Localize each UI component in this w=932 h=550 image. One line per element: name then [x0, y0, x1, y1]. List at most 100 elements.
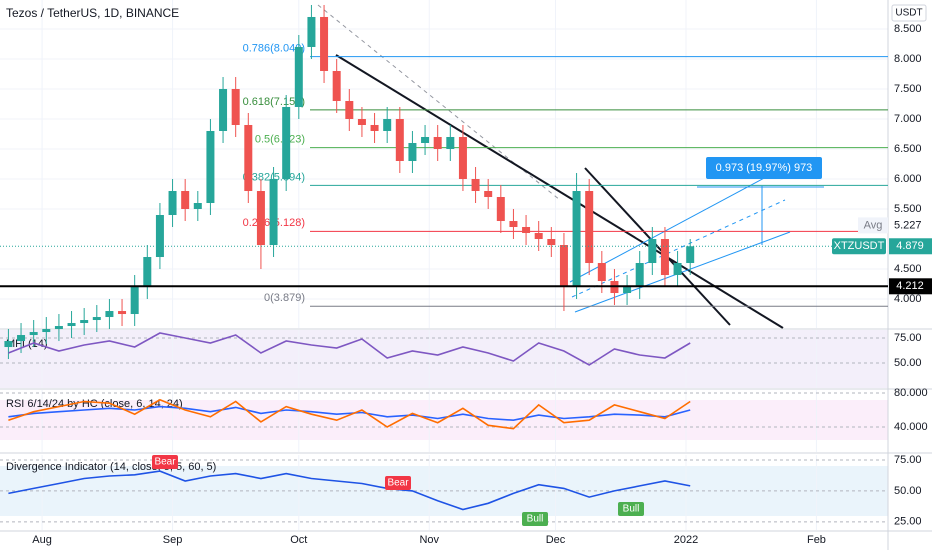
y-tick-label: 80.000 — [894, 387, 928, 399]
symbol-name: XTZUSDT — [834, 240, 885, 252]
x-tick-label: Dec — [546, 534, 566, 546]
y-tick-label: 8.000 — [894, 53, 922, 65]
y-tick-label: 6.000 — [894, 173, 922, 185]
channel-line — [574, 231, 791, 313]
x-tick-label: Nov — [419, 534, 439, 546]
candle-body — [496, 197, 505, 222]
y-tick-label: 7.000 — [894, 113, 922, 125]
avg-name: Avg — [864, 219, 883, 231]
candle-body — [168, 191, 177, 216]
avg-box — [858, 217, 888, 234]
candle-body — [17, 335, 26, 342]
y-tick-label: 50.00 — [894, 485, 922, 497]
y-tick-label: 8.500 — [894, 23, 922, 35]
x-tick-label: Aug — [32, 534, 52, 546]
indicator-line — [8, 332, 691, 366]
symbol-box — [832, 238, 886, 255]
fib-label: 0.786(8.040) — [243, 42, 305, 54]
candle-body — [269, 179, 278, 246]
candle-body — [307, 16, 316, 47]
candle-body — [282, 106, 291, 180]
x-tick-label: 2022 — [674, 534, 698, 546]
level-box — [889, 278, 932, 295]
candle-body — [383, 118, 392, 131]
candle-body — [648, 239, 657, 264]
pane-title: MFI (14) — [6, 338, 48, 350]
candle-body — [80, 320, 89, 324]
candle-body — [433, 136, 442, 149]
candle-body — [29, 332, 38, 336]
candle-body — [395, 118, 404, 161]
signal-label: Bear — [154, 457, 176, 468]
candle-body — [294, 46, 303, 107]
avg-value: 5.227 — [894, 219, 922, 231]
measure-box — [706, 157, 822, 179]
fib-label: 0(3.879) — [264, 292, 305, 304]
x-tick-label: Oct — [290, 534, 307, 546]
y-tick-label: 4.000 — [894, 293, 922, 305]
pane-title: Divergence Indicator (14, close, 5, 5, 6… — [6, 461, 216, 473]
y-tick-label: 6.500 — [894, 143, 922, 155]
candle-body — [357, 118, 366, 125]
candle-body — [130, 287, 139, 315]
candle-body — [370, 124, 379, 131]
candle-body — [446, 136, 455, 149]
candle-body — [193, 203, 202, 210]
candle-body — [92, 317, 101, 321]
candle-body — [597, 263, 606, 282]
candle-body — [118, 311, 127, 315]
mfi-background — [0, 330, 888, 388]
candle-body — [54, 326, 63, 330]
chart-title: Tezos / TetherUS, 1D, BINANCE — [6, 6, 179, 20]
candle-body — [585, 191, 594, 264]
candle-body — [534, 233, 543, 240]
candle-body — [231, 88, 240, 125]
candle-body — [408, 142, 417, 161]
candle-body — [181, 191, 190, 210]
x-tick-label: Feb — [807, 534, 826, 546]
pane-title: RSI 6/14/24 by HC (close, 6, 14, 24) — [6, 398, 183, 410]
currency-box — [891, 4, 927, 22]
y-tick-label: 4.500 — [894, 263, 922, 275]
candle-body — [4, 341, 13, 348]
candle-body — [421, 136, 430, 143]
candle-body — [219, 88, 228, 131]
indicator-line — [8, 398, 691, 430]
candle-body — [686, 246, 695, 264]
y-tick-label: 75.00 — [894, 454, 922, 466]
candle-body — [471, 179, 480, 192]
candle-body — [623, 287, 632, 294]
candle-body — [547, 239, 556, 246]
trend-line — [335, 54, 784, 329]
y-tick-label: 5.500 — [894, 203, 922, 215]
fib-label: 0.618(7.151) — [243, 96, 305, 108]
signal-box — [385, 476, 411, 490]
candle-body — [484, 191, 493, 198]
candle-body — [256, 191, 265, 246]
y-tick-label: 7.500 — [894, 83, 922, 95]
level-label: 4.212 — [896, 280, 924, 292]
signal-label: Bull — [527, 514, 544, 525]
candle-body — [155, 215, 164, 258]
y-tick-label: 75.00 — [894, 332, 922, 344]
candle-body — [206, 130, 215, 204]
last-box — [889, 238, 932, 255]
indicator-line — [8, 470, 691, 511]
signal-box — [522, 512, 548, 526]
signal-label: Bull — [623, 504, 640, 515]
candle-body — [345, 100, 354, 119]
last-value: 4.879 — [896, 240, 924, 252]
candle-body — [559, 245, 568, 288]
candle-body — [67, 323, 76, 327]
y-tick-label: 25.00 — [894, 516, 922, 528]
candle-body — [244, 124, 253, 192]
y-tick-label: 50.00 — [894, 357, 922, 369]
measure-label: 0.973 (19.97%) 973 — [716, 162, 813, 174]
channel-line — [571, 199, 786, 298]
candle-body — [320, 16, 329, 71]
candle-body — [509, 221, 518, 228]
signal-box — [618, 502, 644, 516]
candle-body — [673, 263, 682, 276]
y-tick-label: 40.000 — [894, 421, 928, 433]
